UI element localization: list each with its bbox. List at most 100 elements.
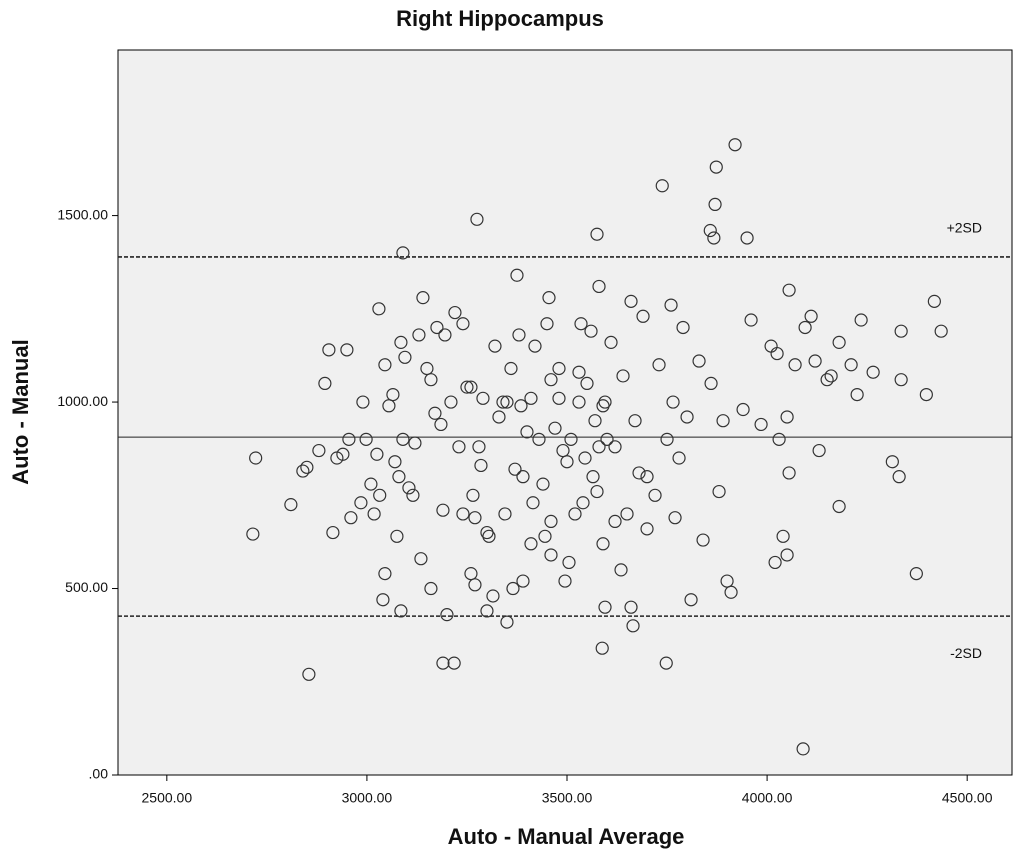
point [772,432,786,446]
x-tick-label: 4000.00 [742,790,793,806]
point [528,339,542,353]
point [342,432,356,446]
point [552,391,566,405]
point [396,246,410,260]
point [416,291,430,305]
point [370,447,384,461]
point [476,391,490,405]
point [568,507,582,521]
point [552,361,566,376]
point [460,380,474,394]
point [796,742,810,756]
point [776,529,790,543]
point [326,525,340,540]
point [712,484,726,499]
y-tick-label: 1000.00 [57,393,108,409]
point [532,432,546,446]
point [367,507,381,521]
point [560,455,574,469]
point [448,305,462,320]
point [624,600,638,614]
point [504,361,518,376]
point [284,498,298,512]
point [600,432,614,446]
point [716,414,730,428]
chart-title: Right Hippocampus [396,6,604,31]
point [728,138,742,152]
point [456,507,470,521]
y-tick-label: 1500.00 [57,206,108,222]
point [616,369,630,383]
y-tick-label: 500.00 [65,579,108,595]
y-axis-label: Auto - Manual [8,339,33,484]
point [768,555,782,570]
point [608,514,622,528]
point [804,309,818,323]
point [696,533,710,547]
point [406,488,420,502]
point [524,537,538,551]
point [578,451,592,465]
point [340,343,354,357]
point [359,432,373,446]
point [590,484,604,499]
point [386,387,400,402]
point [572,395,586,409]
x-tick-label: 2500.00 [142,790,193,806]
point [500,395,514,409]
point [614,563,628,577]
point [356,395,370,409]
point [436,656,450,670]
point [648,488,662,502]
point [542,291,556,305]
point [414,552,428,566]
point [576,496,590,510]
point [655,179,669,193]
point [452,440,466,454]
point [302,667,316,681]
point [780,410,794,424]
point [394,604,408,618]
point [894,324,908,338]
point [660,432,674,446]
point [508,462,522,476]
y-tick-label: .00 [89,766,109,782]
point [488,339,502,353]
point [564,432,578,446]
point [456,317,470,331]
x-tick-label: 4500.00 [942,790,993,806]
point [666,395,680,409]
point [595,641,609,655]
point [754,417,768,432]
point [392,470,406,484]
point [624,294,638,308]
point [492,410,506,424]
point [474,458,488,473]
point [394,335,408,349]
point [300,460,314,474]
point [592,440,606,454]
reference-label: +2SD [947,220,982,236]
point [378,567,392,581]
point [562,555,576,570]
point [498,507,512,521]
point [894,373,908,387]
point [516,470,530,484]
point [708,197,722,211]
point [506,581,520,596]
point [636,309,650,323]
point [736,402,750,417]
point [322,343,336,357]
point [927,294,941,308]
point [934,324,948,338]
point [844,358,858,372]
point [676,320,690,335]
point [500,615,514,629]
point [318,376,332,391]
point [668,511,682,525]
point [510,268,524,282]
point [580,376,594,391]
point [496,395,510,409]
point [440,608,454,622]
point [424,373,438,387]
